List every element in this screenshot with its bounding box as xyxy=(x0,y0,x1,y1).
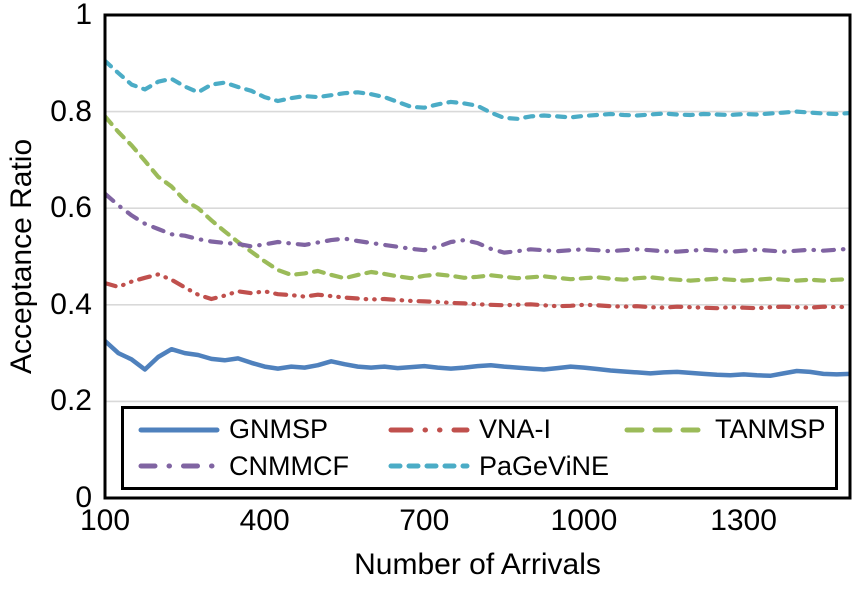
y-tick-label: 1 xyxy=(75,0,92,31)
legend-marker-vna-i xyxy=(388,427,470,433)
x-tick-label: 400 xyxy=(239,504,290,537)
series-line-tanmsp xyxy=(105,114,850,283)
y-tick-label: 0.8 xyxy=(50,94,92,128)
series-line-gnmsp xyxy=(105,338,850,379)
x-tick-label: 700 xyxy=(399,504,450,537)
y-tick-label: 0.6 xyxy=(50,191,92,225)
x-axis-title: Number of Arrivals xyxy=(354,548,601,581)
y-axis-title: Acceptance Ratio xyxy=(5,138,38,375)
legend-item-tanmsp: TANMSP xyxy=(624,414,835,445)
legend-marker-tanmsp xyxy=(624,427,706,433)
legend-item-vna-i: VNA-I xyxy=(388,414,624,445)
legend-marker-cnmmcf xyxy=(138,463,220,469)
legend-label: VNA-I xyxy=(479,414,552,445)
legend-label: PaGeViNE xyxy=(479,450,610,481)
legend-item-gnmsp: GNMSP xyxy=(138,414,388,445)
legend-label: GNMSP xyxy=(229,414,329,445)
legend: GNMSP VNA-I TANMSP CNMMCF PaGeViNE xyxy=(121,406,838,490)
x-tick-label: 1000 xyxy=(550,504,618,537)
y-tick-label: 0.2 xyxy=(50,384,92,418)
legend-item-pagevine: PaGeViNE xyxy=(388,451,624,482)
series-line-cnmmcf xyxy=(105,191,850,255)
x-tick-label: 1300 xyxy=(710,504,777,537)
series-line-pagevine xyxy=(105,58,850,121)
legend-label: TANMSP xyxy=(715,414,826,445)
y-tick-label: 0 xyxy=(75,481,92,514)
series-line-vna-i xyxy=(105,272,850,311)
x-tick-label: 100 xyxy=(79,504,131,537)
legend-label: CNMMCF xyxy=(229,450,349,481)
plot-border xyxy=(103,13,852,500)
legend-item-cnmmcf: CNMMCF xyxy=(138,451,388,482)
y-tick-label: 0.4 xyxy=(50,287,92,321)
legend-marker-gnmsp xyxy=(138,427,220,433)
legend-marker-pagevine xyxy=(388,463,470,469)
